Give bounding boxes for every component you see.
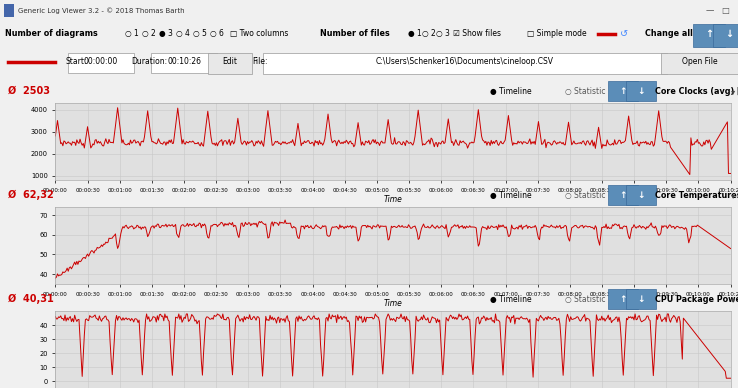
Text: ↓: ↓ — [637, 87, 645, 96]
Text: ↺: ↺ — [620, 29, 628, 39]
Text: ● 1: ● 1 — [408, 29, 421, 38]
Text: ● Timeline: ● Timeline — [490, 87, 531, 96]
Text: —: — — [706, 6, 714, 15]
FancyBboxPatch shape — [713, 24, 738, 47]
Text: Core Clocks (avg) [MHz]: Core Clocks (avg) [MHz] — [655, 87, 738, 96]
Text: ▾: ▾ — [731, 191, 735, 200]
FancyBboxPatch shape — [263, 53, 667, 74]
Text: □ Simple mode: □ Simple mode — [527, 29, 587, 38]
FancyBboxPatch shape — [626, 289, 656, 309]
Text: ↓: ↓ — [637, 294, 645, 304]
FancyBboxPatch shape — [607, 185, 638, 205]
Text: Number of files: Number of files — [320, 29, 390, 38]
Text: Core Temperatures (avg) [°C]: Core Temperatures (avg) [°C] — [655, 191, 738, 200]
FancyBboxPatch shape — [626, 185, 656, 205]
Text: ○ 1: ○ 1 — [125, 29, 139, 38]
Text: ↑: ↑ — [705, 29, 713, 39]
Text: ○ 2: ○ 2 — [422, 29, 435, 38]
Text: Change all: Change all — [645, 29, 693, 38]
Text: Duration:: Duration: — [131, 57, 167, 66]
Text: Ø  40,31: Ø 40,31 — [8, 294, 54, 304]
Bar — [4, 4, 14, 17]
Text: 00:10:26: 00:10:26 — [167, 57, 201, 66]
Text: ✕: ✕ — [737, 6, 738, 15]
Text: Edit: Edit — [222, 57, 238, 66]
Text: ○ Statistic: ○ Statistic — [565, 191, 605, 200]
X-axis label: Time: Time — [384, 300, 402, 308]
FancyBboxPatch shape — [661, 53, 738, 74]
Text: □: □ — [721, 6, 729, 15]
FancyBboxPatch shape — [68, 53, 134, 73]
FancyBboxPatch shape — [607, 81, 638, 101]
Text: ○ 2: ○ 2 — [142, 29, 156, 38]
Text: ▾: ▾ — [731, 294, 735, 304]
Text: ↑: ↑ — [619, 191, 627, 200]
Text: Generic Log Viewer 3.2 - © 2018 Thomas Barth: Generic Log Viewer 3.2 - © 2018 Thomas B… — [18, 7, 184, 14]
FancyBboxPatch shape — [693, 24, 725, 47]
Text: ○ 6: ○ 6 — [210, 29, 224, 38]
Text: ▾: ▾ — [731, 87, 735, 96]
Text: ○ 3: ○ 3 — [436, 29, 450, 38]
Text: ↑: ↑ — [619, 87, 627, 96]
FancyBboxPatch shape — [626, 81, 656, 101]
Text: ○ 5: ○ 5 — [193, 29, 207, 38]
FancyBboxPatch shape — [151, 53, 218, 73]
Text: ↓: ↓ — [637, 191, 645, 200]
Text: ○ 4: ○ 4 — [176, 29, 190, 38]
X-axis label: Time: Time — [384, 196, 402, 204]
Text: ● Timeline: ● Timeline — [490, 294, 531, 304]
Text: ○ Statistic: ○ Statistic — [565, 87, 605, 96]
Text: ● 3: ● 3 — [159, 29, 173, 38]
Text: Open File: Open File — [682, 57, 718, 66]
Text: Start:: Start: — [65, 57, 86, 66]
Text: C:\Users\Schenker16\Documents\cineloop.CSV: C:\Users\Schenker16\Documents\cineloop.C… — [376, 57, 554, 66]
Text: File:: File: — [252, 57, 267, 66]
Text: ☑ Show files: ☑ Show files — [453, 29, 501, 38]
Text: ○ Statistic: ○ Statistic — [565, 294, 605, 304]
Text: ↑: ↑ — [619, 294, 627, 304]
Text: ● Timeline: ● Timeline — [490, 191, 531, 200]
Text: CPU Package Power [W]: CPU Package Power [W] — [655, 294, 738, 304]
Text: Number of diagrams: Number of diagrams — [5, 29, 97, 38]
Text: Ø  62,32: Ø 62,32 — [8, 190, 54, 200]
Text: 00:00:00: 00:00:00 — [84, 57, 118, 66]
Text: ↓: ↓ — [725, 29, 733, 39]
FancyBboxPatch shape — [607, 289, 638, 309]
FancyBboxPatch shape — [207, 53, 252, 74]
Text: □ Two columns: □ Two columns — [230, 29, 289, 38]
Text: Ø  2503: Ø 2503 — [8, 86, 50, 96]
